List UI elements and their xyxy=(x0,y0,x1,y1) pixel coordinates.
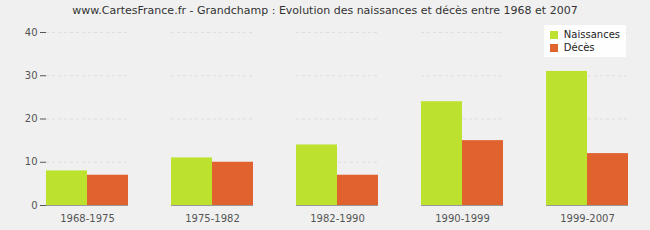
svg-text:40: 40 xyxy=(25,27,38,38)
svg-text:0: 0 xyxy=(31,200,37,211)
svg-text:1982-1990: 1982-1990 xyxy=(310,213,365,224)
html-text:Naissances: Naissances xyxy=(563,29,620,40)
svg-text:10: 10 xyxy=(25,156,38,167)
html-text:www.CartesFrance.fr - Grandcha: www.CartesFrance.fr - Grandchamp : Evolu… xyxy=(72,4,578,17)
svg-text:1999-2007: 1999-2007 xyxy=(560,213,615,224)
svg-text:20: 20 xyxy=(25,113,38,124)
svg-text:30: 30 xyxy=(25,70,38,81)
svg-text:1975-1982: 1975-1982 xyxy=(185,213,240,224)
svg-text:1968-1975: 1968-1975 xyxy=(60,213,115,224)
svg-text:1990-1999: 1990-1999 xyxy=(435,213,490,224)
html-text:Décès: Décès xyxy=(563,42,595,53)
